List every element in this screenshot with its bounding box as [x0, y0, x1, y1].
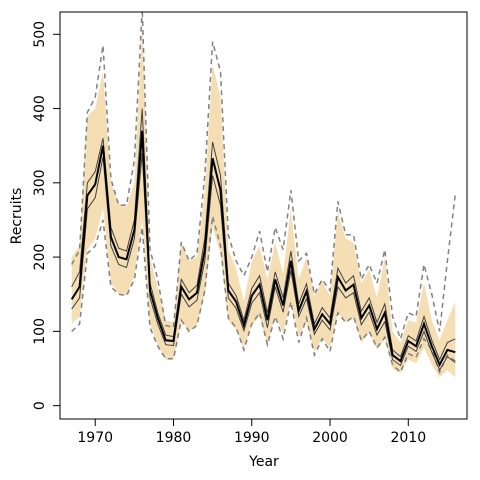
- x-tick-label: 1990: [234, 430, 270, 446]
- y-tick-label: 300: [32, 169, 48, 196]
- x-tick-label: 2010: [390, 430, 426, 446]
- x-axis: 1970 1980 1990 2000 2010: [77, 419, 426, 446]
- x-axis-title: Year: [248, 454, 279, 470]
- y-axis-title: Recruits: [9, 188, 25, 245]
- median-line: [70, 130, 456, 368]
- x-tick-label: 1970: [77, 430, 113, 446]
- y-axis: 0 100 200 300 400 500: [32, 21, 60, 410]
- confidence-band: [71, 26, 456, 378]
- x-tick-label: 1980: [156, 430, 192, 446]
- lower-dashed-line: [71, 216, 456, 375]
- y-tick-label: 200: [32, 244, 48, 271]
- upper-dashed-line: [71, 12, 457, 342]
- y-tick-label: 400: [32, 95, 48, 122]
- y-tick-label: 500: [32, 21, 48, 48]
- y-tick-label: 0: [32, 401, 48, 410]
- plot-frame: [59, 11, 468, 420]
- plot-layer: [70, 12, 457, 378]
- x-tick-label: 2000: [312, 430, 348, 446]
- y-tick-label: 100: [32, 318, 48, 345]
